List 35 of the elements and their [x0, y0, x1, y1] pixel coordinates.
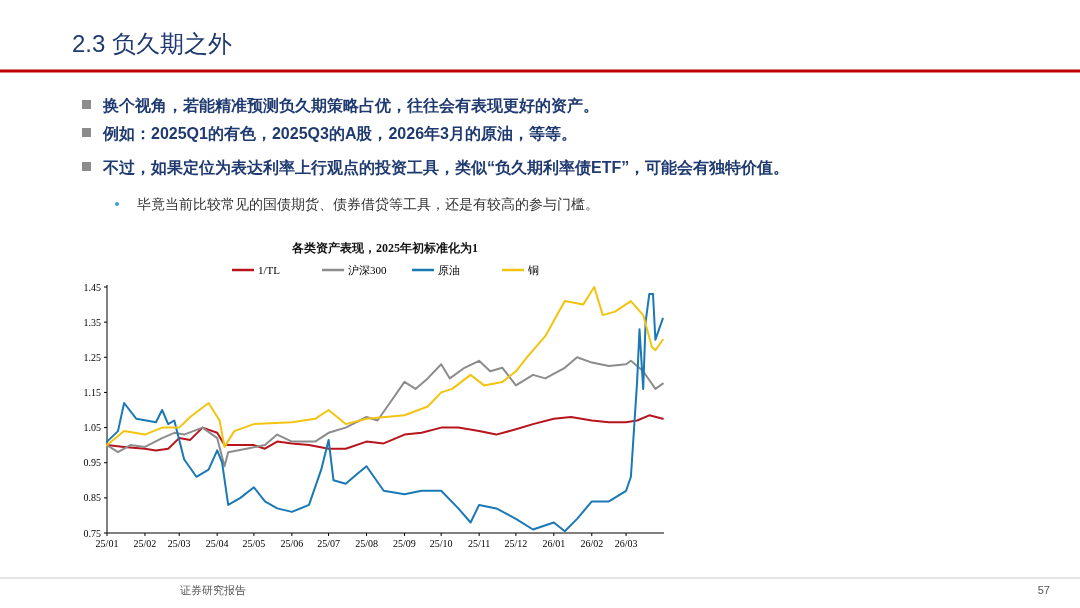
legend-label: 原油 — [438, 264, 460, 276]
x-tick-label: 25/04 — [205, 538, 229, 549]
x-tick-label: 26/01 — [542, 538, 566, 549]
y-tick-label: 1.15 — [83, 386, 101, 398]
x-tick-label: 25/09 — [393, 538, 416, 549]
y-tick-label: 0.85 — [83, 492, 101, 504]
text: 不过，如果定位为表达利率上行观点的投资工具，类似“负久期利率债ETF”，可能会有独特价值。 — [102, 158, 790, 177]
x-tick-label: 25/01 — [95, 538, 119, 549]
x-tick-label: 25/06 — [280, 538, 304, 549]
y-tick-label: 0.95 — [83, 457, 101, 469]
text: 证券研究报告 — [180, 584, 246, 596]
x-tick-label: 25/08 — [355, 538, 378, 549]
y-tick-label: 1.45 — [83, 281, 101, 293]
x-tick-label: 25/07 — [317, 538, 340, 549]
x-tick-label: 26/02 — [580, 538, 604, 549]
text: 2.3 负久期之外 — [72, 30, 233, 57]
legend-label: 1/TL — [258, 264, 281, 276]
y-tick-label: 0.75 — [83, 527, 101, 539]
legend-label: 沪深300 — [348, 264, 387, 276]
text: 毕竟当前比较常见的国债期货、债券借贷等工具，还是有较高的参与门槛。 — [137, 196, 599, 212]
chart-title: 各类资产表现，2025年初标准化为1 — [291, 241, 478, 255]
x-tick-label: 25/10 — [429, 538, 453, 549]
x-tick-label: 25/05 — [242, 538, 266, 549]
x-tick-label: 25/02 — [133, 538, 157, 549]
text: 例如：2025Q1的有色，2025Q3的A股，2026年3月的原油，等等。 — [102, 125, 577, 142]
text: 换个视角，若能精准预测负久期策略占优，往往会有表现更好的资产。 — [102, 97, 599, 114]
y-tick-label: 1.05 — [83, 422, 101, 434]
x-tick-label: 25/12 — [504, 538, 528, 549]
y-tick-label: 1.35 — [83, 316, 101, 328]
x-tick-label: 26/03 — [614, 538, 638, 549]
y-tick-label: 1.25 — [83, 351, 101, 363]
text: 57 — [1037, 584, 1050, 596]
legend-label: 铜 — [527, 264, 539, 276]
x-tick-label: 25/11 — [467, 538, 491, 549]
x-tick-label: 25/03 — [167, 538, 191, 549]
